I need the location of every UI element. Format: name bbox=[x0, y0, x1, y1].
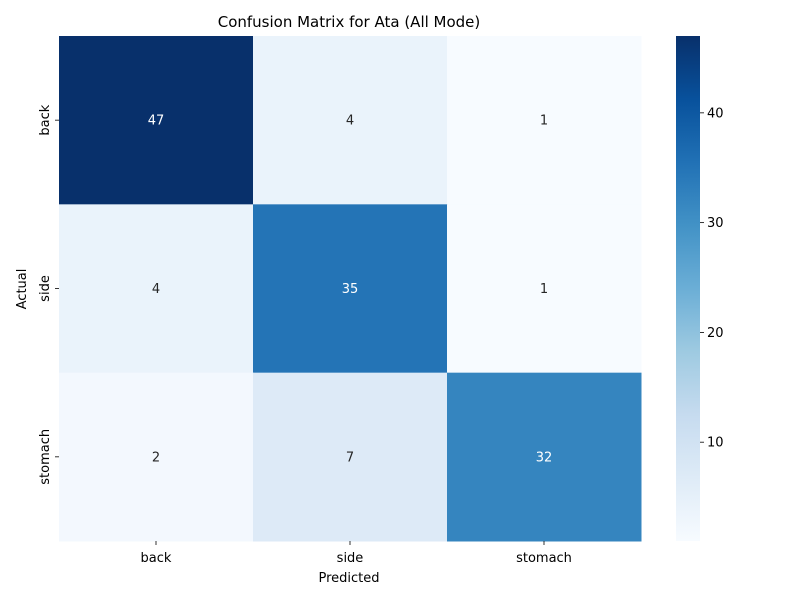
y-tick-label: stomach bbox=[38, 429, 53, 485]
colorbar-tick-label: 20 bbox=[707, 326, 724, 341]
x-tick-label: side bbox=[337, 551, 364, 566]
colorbar-tick-label: 40 bbox=[707, 106, 724, 121]
colorbar-ticks: 10 20 30 40 bbox=[700, 106, 724, 451]
cell-value-label: 35 bbox=[342, 282, 359, 297]
cell-value-label: 7 bbox=[346, 450, 354, 465]
heatmap-cell bbox=[447, 372, 642, 542]
y-tick-label: back bbox=[38, 104, 53, 135]
y-axis: back side stomach bbox=[38, 104, 59, 485]
cell-value-label: 1 bbox=[540, 282, 548, 297]
heatmap-cell bbox=[59, 36, 254, 205]
cell-value-label: 32 bbox=[536, 450, 553, 465]
cell-value-label: 4 bbox=[346, 114, 354, 129]
cell-value-label: 47 bbox=[148, 114, 165, 129]
heatmap-cell bbox=[447, 36, 642, 205]
chart-title: Confusion Matrix for Ata (All Mode) bbox=[218, 13, 481, 31]
heatmap-cell bbox=[59, 204, 254, 374]
heatmap-cell bbox=[253, 372, 448, 542]
heatmap-cells bbox=[59, 36, 642, 542]
colorbar-tick-label: 30 bbox=[707, 216, 724, 231]
y-tick-label: side bbox=[38, 275, 53, 302]
x-axis-label: Predicted bbox=[318, 571, 379, 586]
heatmap-annotations: 47 4 1 4 35 1 2 7 32 bbox=[148, 114, 553, 466]
x-axis: back side stomach bbox=[141, 541, 572, 566]
cell-value-label: 4 bbox=[152, 282, 160, 297]
cell-value-label: 1 bbox=[540, 114, 548, 129]
heatmap-cell bbox=[59, 372, 254, 542]
x-tick-label: back bbox=[141, 551, 172, 566]
y-axis-label: Actual bbox=[15, 269, 30, 310]
colorbar: 10 20 30 40 bbox=[676, 36, 724, 541]
colorbar-gradient bbox=[676, 36, 700, 541]
cell-value-label: 2 bbox=[152, 450, 160, 465]
heatmap-cell bbox=[253, 36, 448, 205]
heatmap-cell bbox=[253, 204, 448, 374]
colorbar-tick-label: 10 bbox=[707, 436, 724, 451]
x-tick-label: stomach bbox=[516, 551, 572, 566]
heatmap-cell bbox=[447, 204, 642, 374]
